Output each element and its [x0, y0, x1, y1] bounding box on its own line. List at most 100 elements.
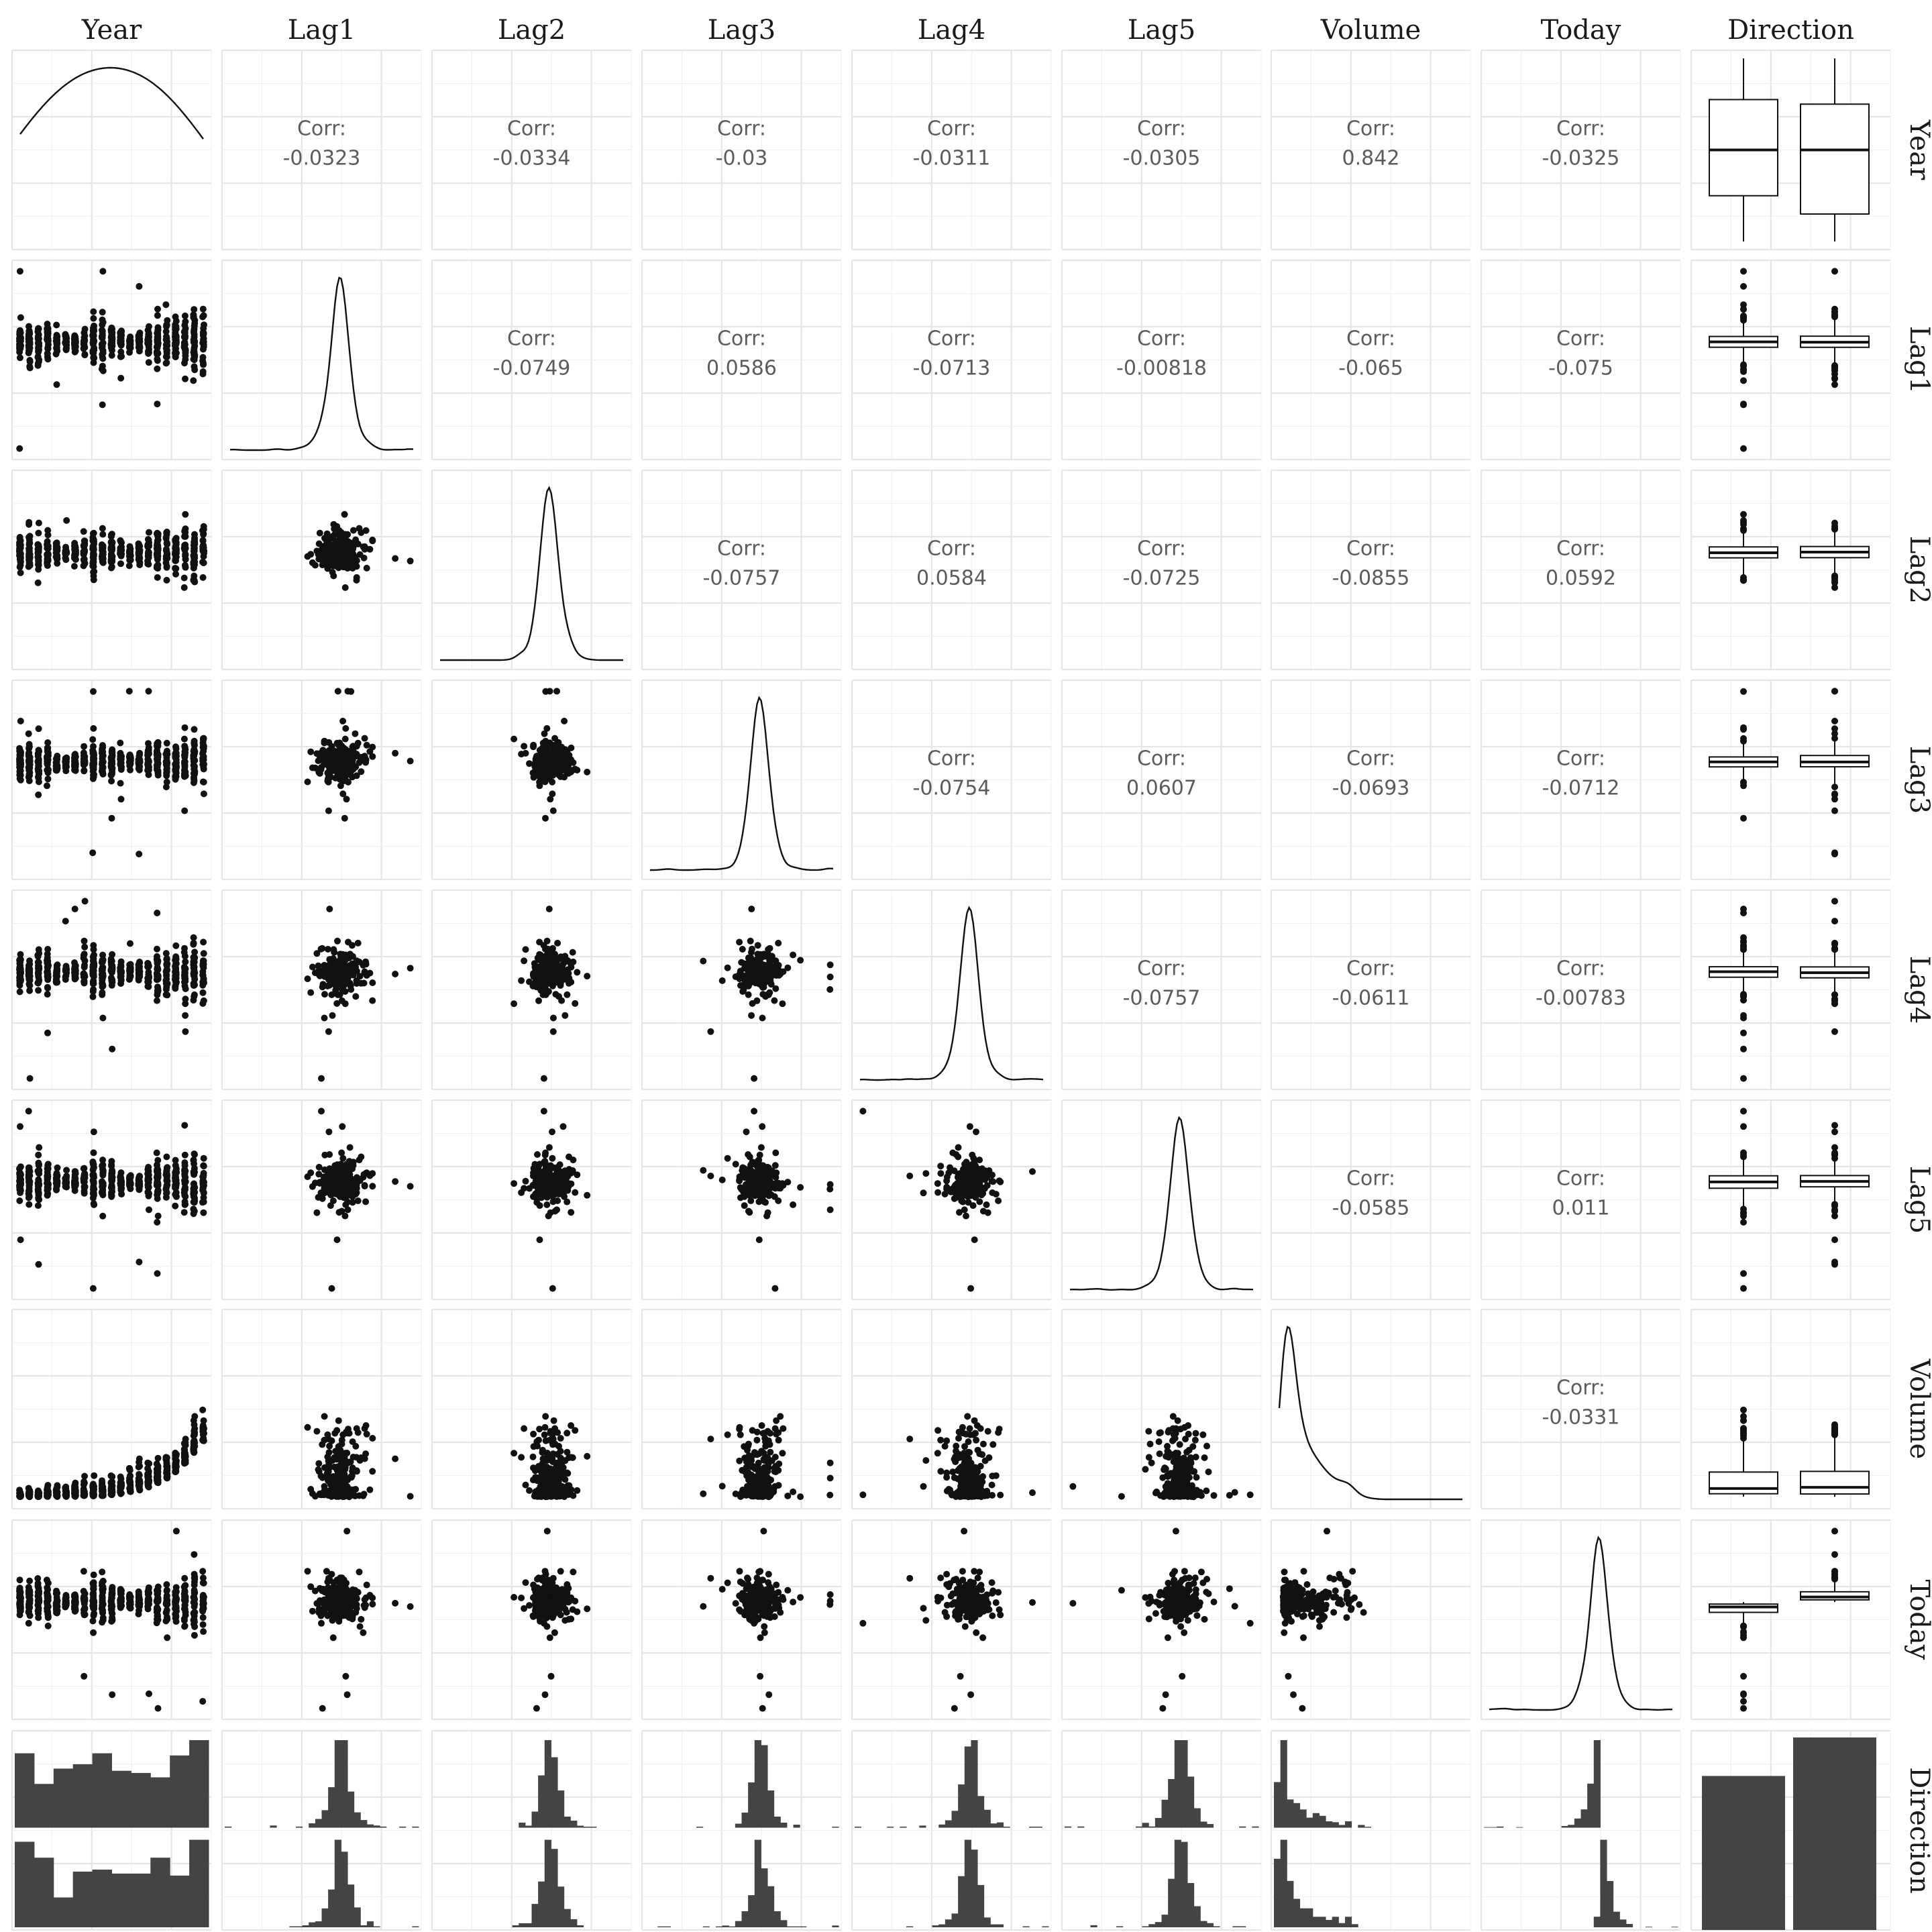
scatter-point	[341, 967, 348, 975]
scatter-point	[172, 978, 180, 985]
scatter-point	[89, 331, 97, 339]
panel-grid	[11, 889, 212, 1091]
scatter-point	[154, 344, 161, 352]
scatter-point	[191, 561, 198, 568]
panel-grid	[851, 889, 1052, 1091]
scatter-point	[25, 745, 33, 752]
scatter-point	[99, 951, 107, 959]
scatter-point	[337, 978, 344, 985]
scatter-lag3-vs-lag2	[511, 688, 591, 822]
scatter-point	[44, 946, 52, 953]
panel-grid	[851, 679, 1052, 881]
scatter-point	[34, 354, 42, 361]
scatter-point	[53, 553, 60, 560]
scatter-point	[566, 979, 572, 987]
scatter-point	[118, 539, 125, 546]
scatter-point	[315, 540, 323, 547]
scatter-point	[199, 541, 207, 549]
scatter-point	[333, 559, 340, 567]
scatter-point	[34, 360, 42, 367]
scatter-point	[584, 973, 591, 980]
panel-grid	[1270, 259, 1471, 461]
scatter-point	[349, 953, 356, 960]
scatter-point	[392, 971, 399, 977]
scatter-point	[331, 959, 338, 965]
scatter-point	[190, 969, 197, 977]
scatter-point	[34, 339, 42, 347]
scatter-point	[25, 730, 32, 737]
scatter-point	[90, 308, 97, 315]
scatter-point	[99, 309, 106, 316]
scatter-point	[71, 552, 78, 559]
scatter-point	[164, 541, 171, 548]
scatter-point	[162, 353, 170, 360]
scatter-point	[72, 343, 79, 350]
scatter-point	[321, 739, 328, 747]
scatter-point	[126, 551, 133, 558]
scatter-point	[109, 967, 116, 974]
scatter-lag3-vs-year	[16, 688, 207, 858]
scatter-point	[53, 756, 60, 763]
scatter-point	[321, 961, 328, 969]
scatter-point	[145, 758, 152, 765]
scatter-point	[25, 533, 33, 541]
scatter-point	[561, 766, 569, 773]
density-curve-lag5	[1069, 1116, 1254, 1291]
scatter-point	[44, 356, 52, 363]
scatter-point	[154, 365, 161, 372]
scatter-point	[163, 967, 170, 974]
scatter-point	[163, 359, 170, 366]
scatter-point	[180, 735, 188, 743]
scatter-point	[199, 354, 207, 361]
scatter-point	[80, 767, 88, 774]
scatter-point	[182, 1012, 189, 1019]
panel-grid	[1061, 1099, 1262, 1301]
scatter-point	[341, 584, 349, 591]
panel-grid-layer	[11, 49, 1891, 1931]
scatter-point	[325, 543, 333, 549]
scatter-point	[572, 1000, 579, 1007]
scatter-point	[154, 751, 162, 758]
scatter-point	[154, 910, 161, 916]
scatter-point	[80, 345, 87, 352]
scatter-point	[108, 760, 115, 767]
scatter-point	[153, 564, 160, 572]
panel-grid	[1480, 1519, 1681, 1721]
scatter-point	[539, 769, 546, 776]
scatter-point	[337, 771, 345, 779]
scatter-point	[172, 313, 179, 321]
scatter-point	[16, 547, 23, 555]
scatter-point	[80, 743, 88, 750]
scatter-point	[154, 530, 162, 537]
scatter-point	[163, 778, 170, 786]
scatter-point	[90, 771, 97, 779]
scatter-point	[366, 545, 374, 553]
scatter-point	[16, 988, 23, 996]
panel-grid	[641, 679, 842, 881]
scatter-point	[117, 348, 125, 356]
scatter-point	[182, 533, 189, 540]
scatter-point	[127, 557, 134, 564]
scatter-point	[540, 1075, 547, 1082]
scatter-point	[164, 751, 171, 758]
scatter-point	[199, 360, 207, 366]
scatter-point	[352, 993, 360, 1000]
scatter-point	[154, 349, 161, 356]
scatter-point	[191, 981, 198, 988]
panel-grid	[1061, 259, 1262, 461]
scatter-point	[44, 963, 51, 971]
scatter-point	[44, 542, 51, 549]
scatter-point	[360, 979, 368, 987]
panel-grid	[641, 469, 842, 671]
scatter-point	[321, 559, 328, 567]
panel-grid	[431, 889, 632, 1091]
scatter-point	[26, 539, 34, 547]
scatter-point	[162, 991, 170, 998]
scatter-point	[145, 961, 152, 969]
scatter-point	[315, 967, 323, 974]
scatter-point	[349, 753, 356, 759]
scatter-point	[81, 898, 89, 905]
scatter-point	[108, 339, 115, 347]
panel-grid	[1480, 469, 1681, 671]
